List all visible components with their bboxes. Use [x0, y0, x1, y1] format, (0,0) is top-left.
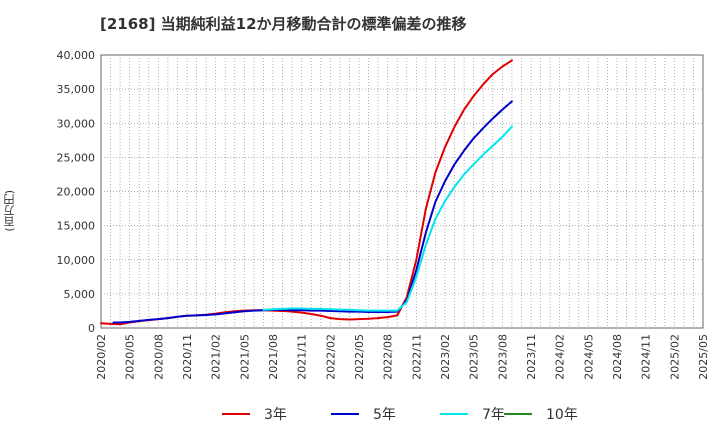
x-tick-label: 2020/08 [152, 334, 165, 380]
legend-label: 10年 [546, 407, 578, 423]
x-tick-label: 2020/02 [95, 334, 108, 380]
x-tick-layer: 2020/02 2020/05 2020/08 2020/11 2021/02 2021/… [95, 334, 710, 380]
x-tick-label: 2024/02 [554, 334, 567, 380]
x-tick-label: 2024/08 [611, 334, 624, 380]
legend-label: 7年 [482, 407, 505, 423]
y-tick-label: 10,000 [57, 254, 96, 267]
x-tick-label: 2021/05 [238, 334, 251, 380]
x-tick-label: 2023/11 [525, 334, 538, 380]
x-tick-label: 2025/02 [668, 334, 681, 380]
chart-title: [2168] 当期純利益12か月移動合計の標準偏差の推移 [100, 15, 467, 33]
grid-layer [101, 55, 703, 328]
x-tick-label: 2021/08 [267, 334, 280, 380]
x-tick-label: 2020/11 [181, 334, 194, 380]
y-tick-label: 5,000 [64, 288, 96, 301]
y-tick-label: 20,000 [57, 186, 96, 199]
x-tick-label: 2021/02 [210, 334, 223, 380]
x-tick-label: 2023/02 [439, 334, 452, 380]
x-tick-label: 2022/02 [324, 334, 337, 380]
series-layer [100, 59, 513, 326]
legend-label: 3年 [264, 407, 287, 423]
legend: 3年 5年 7年 10年 [222, 407, 578, 423]
y-tick-label: 25,000 [57, 151, 96, 164]
x-tick-label: 2024/05 [582, 334, 595, 380]
x-tick-label: 2025/05 [697, 334, 710, 380]
y-tick-layer: 0 5,000 10,000 15,000 20,000 25,000 30,000 35,0… [57, 49, 96, 335]
y-tick-label: 30,000 [57, 117, 96, 130]
x-tick-label: 2023/08 [496, 334, 509, 380]
x-tick-label: 2023/05 [468, 334, 481, 380]
y-tick-label: 0 [88, 322, 95, 335]
legend-label: 5年 [373, 407, 396, 423]
x-tick-label: 2022/08 [382, 334, 395, 380]
series-line-7年 [262, 125, 513, 312]
x-tick-label: 2020/05 [124, 334, 137, 380]
y-tick-label: 15,000 [57, 220, 96, 233]
x-tick-label: 2022/05 [353, 334, 366, 380]
series-line-5年 [112, 100, 513, 324]
y-tick-label: 35,000 [57, 83, 96, 96]
x-tick-label: 2022/11 [410, 334, 423, 380]
x-tick-label: 2021/11 [296, 334, 309, 380]
y-tick-label: 40,000 [57, 49, 96, 62]
x-tick-label: 2024/11 [640, 334, 653, 380]
